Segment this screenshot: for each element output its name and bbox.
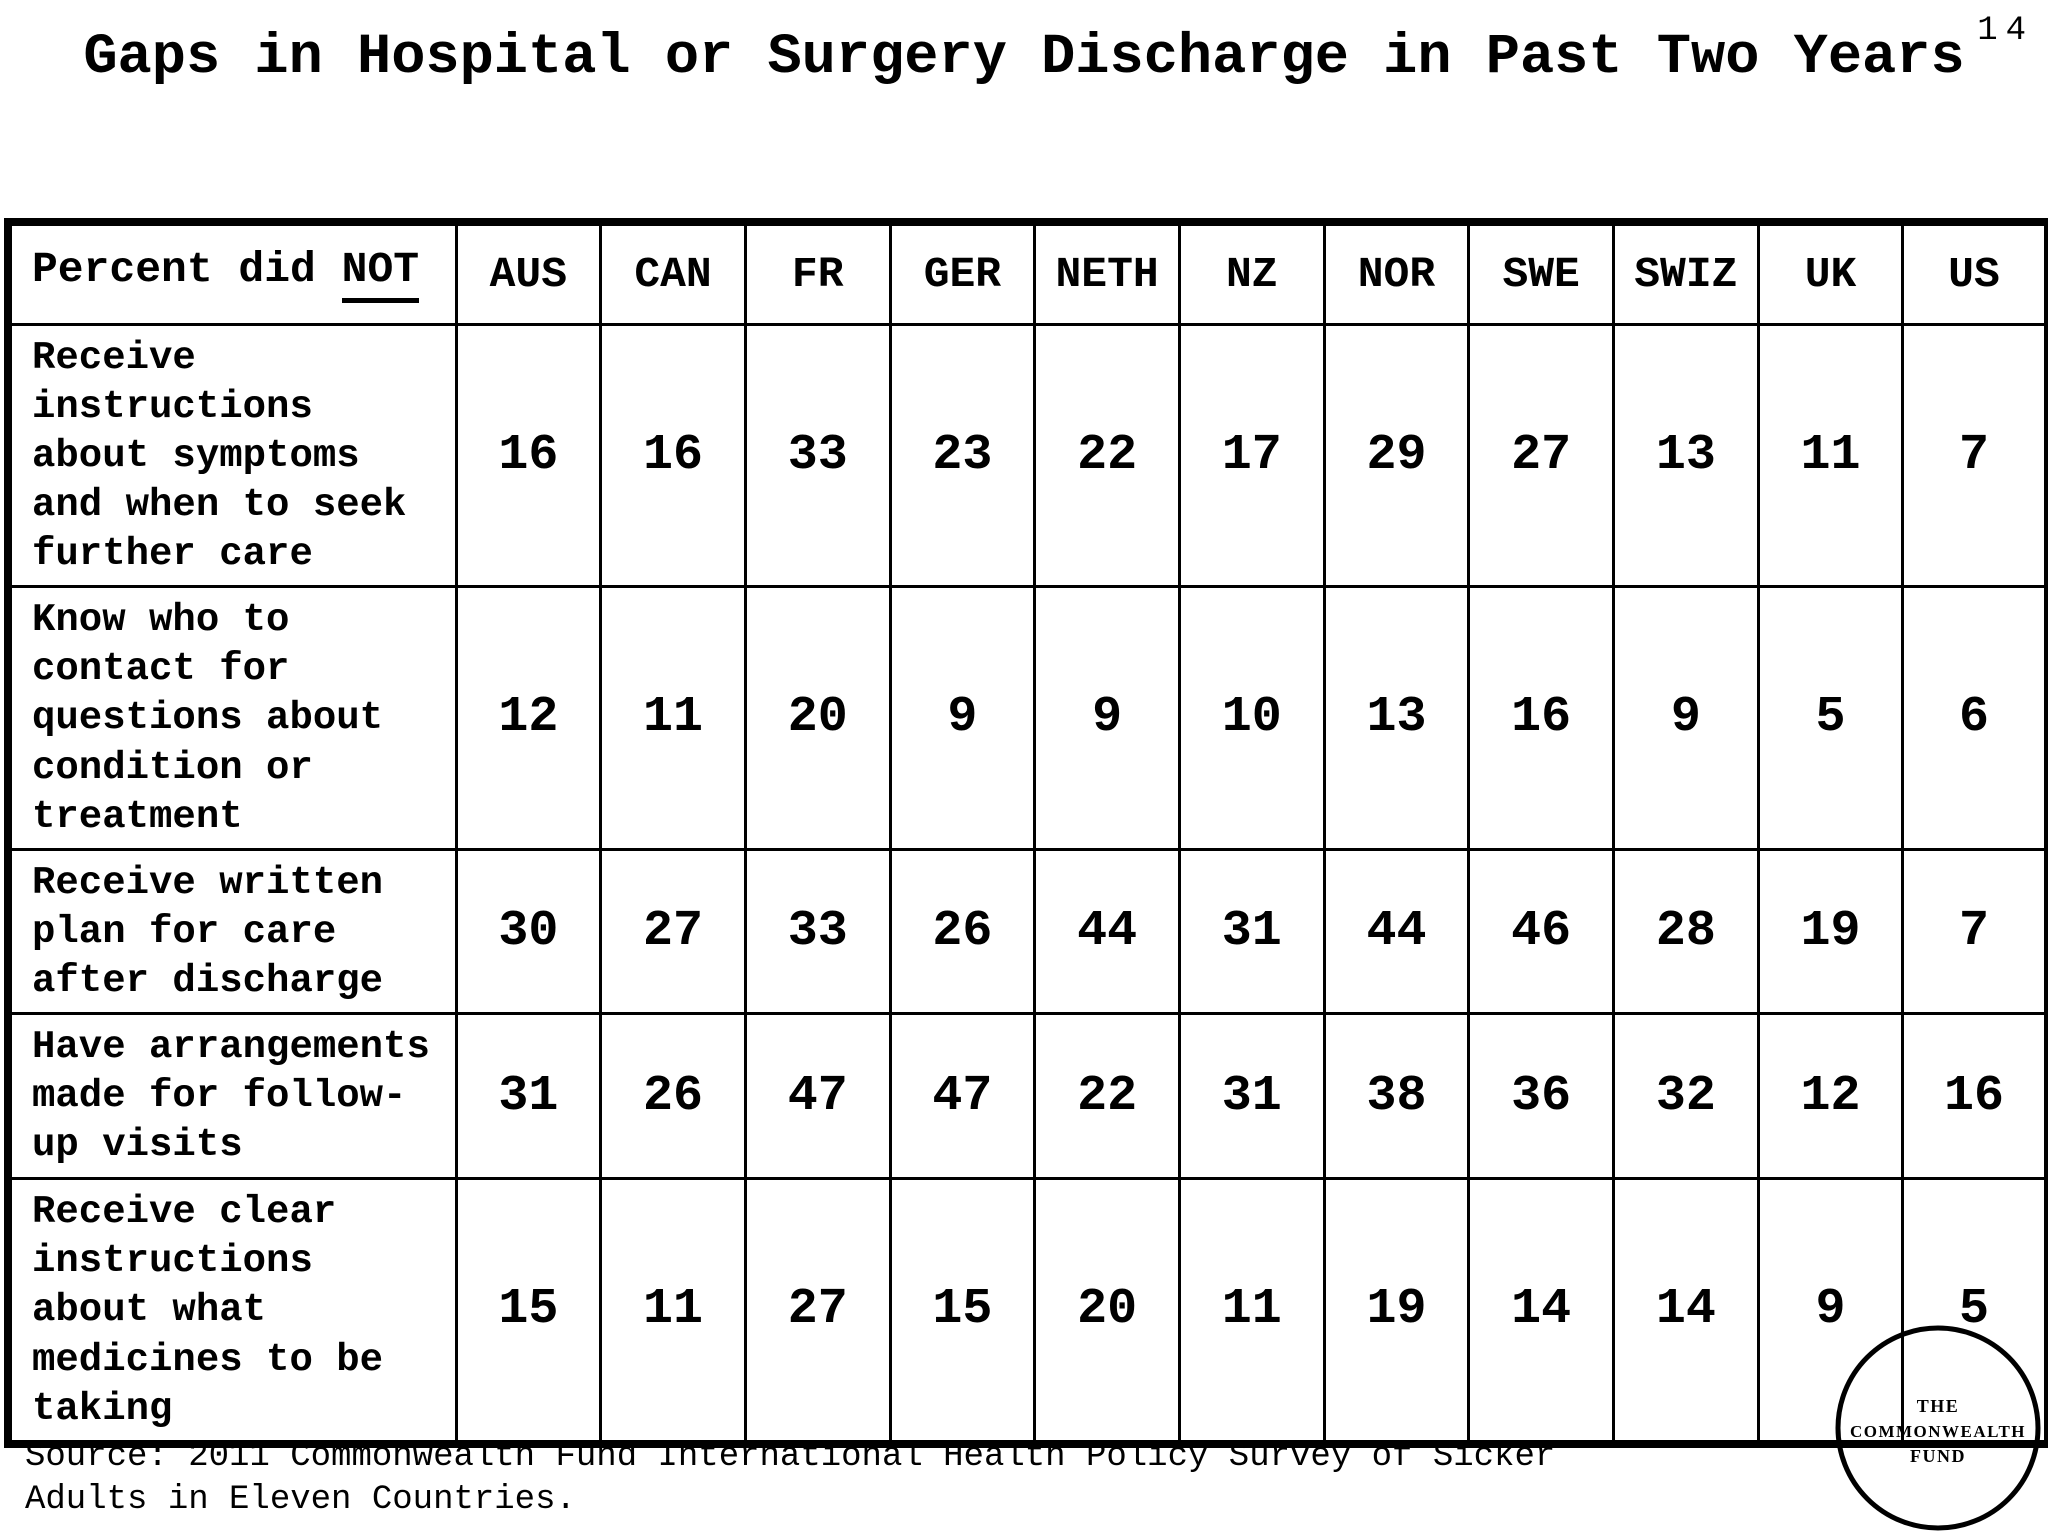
value-swe: 46 [1467, 847, 1615, 1016]
page-number: 14 [1977, 12, 2034, 50]
column-header-swiz: SWIZ [1612, 220, 1760, 326]
commonwealth-fund-logo: THE COMMONWEALTH FUND [1835, 1325, 2041, 1531]
table-body: Receive instructions about symptoms and … [6, 322, 2048, 1446]
corner-header-not: NOT [341, 245, 420, 304]
value-can: 11 [599, 1177, 747, 1446]
value-fr: 47 [743, 1012, 892, 1181]
value-nor: 29 [1322, 322, 1471, 589]
value-ger: 47 [888, 1012, 1037, 1181]
row-label: Have arrangements made for follow- up vi… [6, 1012, 458, 1181]
value-nor: 38 [1322, 1012, 1471, 1181]
value-neth: 20 [1033, 1177, 1181, 1446]
value-nz: 10 [1177, 585, 1326, 851]
logo-line-3: FUND [1910, 1446, 1966, 1466]
table-row: Receive written plan for care after disc… [6, 847, 2048, 1016]
value-uk: 5 [1756, 585, 1905, 851]
column-header-swe: SWE [1467, 220, 1615, 326]
value-uk: 9 [1756, 1177, 1905, 1446]
source-note: Source: 2011 Commonwealth Fund Internati… [25, 1438, 1556, 1520]
value-aus: 30 [454, 847, 603, 1016]
table-row: Receive clear instructions about what me… [6, 1177, 2048, 1446]
value-uk: 19 [1756, 847, 1905, 1016]
value-aus: 12 [454, 585, 603, 851]
page-title: Gaps in Hospital or Surgery Discharge in… [83, 26, 1965, 90]
column-header-can: CAN [599, 220, 747, 326]
value-swiz: 14 [1612, 1177, 1760, 1446]
row-label: Receive written plan for care after disc… [6, 847, 458, 1016]
value-can: 11 [599, 585, 747, 851]
value-nz: 31 [1177, 847, 1326, 1016]
value-neth: 44 [1033, 847, 1181, 1016]
value-nz: 11 [1177, 1177, 1326, 1446]
column-header-nz: NZ [1177, 220, 1326, 326]
row-label: Know who to contact for questions about … [6, 585, 458, 851]
value-us: 16 [1901, 1012, 2048, 1181]
column-header-nor: NOR [1322, 220, 1471, 326]
column-header-ger: GER [888, 220, 1037, 326]
column-header-us: US [1901, 220, 2048, 326]
value-fr: 27 [743, 1177, 892, 1446]
value-neth: 9 [1033, 585, 1181, 851]
value-neth: 22 [1033, 1012, 1181, 1181]
value-uk: 11 [1756, 322, 1905, 589]
value-fr: 33 [743, 847, 892, 1016]
value-us: 7 [1901, 847, 2048, 1016]
value-fr: 33 [743, 322, 892, 589]
logo-line-2: COMMONWEALTH [1850, 1422, 2026, 1441]
discharge-gaps-table: Percent did NOT AUS CAN FR GER NETH NZ NOR SWE S… [4, 218, 2048, 1448]
corner-header-prefix: Percent did [32, 245, 342, 295]
value-swiz: 13 [1612, 322, 1760, 589]
value-ger: 9 [888, 585, 1037, 851]
value-aus: 15 [454, 1177, 603, 1446]
value-swiz: 32 [1612, 1012, 1760, 1181]
value-swiz: 9 [1612, 585, 1760, 851]
column-header-neth: NETH [1033, 220, 1181, 326]
row-label: Receive instructions about symptoms and … [6, 322, 458, 589]
table-row: Receive instructions about symptoms and … [6, 322, 2048, 589]
table-row: Have arrangements made for follow- up vi… [6, 1012, 2048, 1181]
value-swiz: 28 [1612, 847, 1760, 1016]
column-header-fr: FR [743, 220, 892, 326]
value-ger: 15 [888, 1177, 1037, 1446]
value-swe: 16 [1467, 585, 1615, 851]
table-header-row: Percent did NOT AUS CAN FR GER NETH NZ NOR SWE S… [6, 220, 2048, 326]
value-swe: 36 [1467, 1012, 1615, 1181]
column-header-uk: UK [1756, 220, 1905, 326]
logo-line-1: THE [1917, 1396, 1960, 1416]
value-us: 7 [1901, 322, 2048, 589]
value-nor: 44 [1322, 847, 1471, 1016]
value-can: 27 [599, 847, 747, 1016]
value-nz: 17 [1177, 322, 1326, 589]
value-neth: 22 [1033, 322, 1181, 589]
table-row: Know who to contact for questions about … [6, 585, 2048, 851]
value-uk: 12 [1756, 1012, 1905, 1181]
logo-circle-icon [1835, 1325, 2041, 1531]
value-nz: 31 [1177, 1012, 1326, 1181]
value-can: 26 [599, 1012, 747, 1181]
value-fr: 20 [743, 585, 892, 851]
value-aus: 31 [454, 1012, 603, 1181]
value-nor: 19 [1322, 1177, 1471, 1446]
row-label: Receive clear instructions about what me… [6, 1177, 458, 1446]
column-header-aus: AUS [454, 220, 603, 326]
value-aus: 16 [454, 322, 603, 589]
value-us: 5 [1901, 1177, 2048, 1446]
table-corner-header: Percent did NOT [6, 220, 458, 326]
value-nor: 13 [1322, 585, 1471, 851]
value-swe: 27 [1467, 322, 1615, 589]
value-us: 6 [1901, 585, 2048, 851]
value-can: 16 [599, 322, 747, 589]
value-ger: 23 [888, 322, 1037, 589]
value-ger: 26 [888, 847, 1037, 1016]
value-swe: 14 [1467, 1177, 1615, 1446]
